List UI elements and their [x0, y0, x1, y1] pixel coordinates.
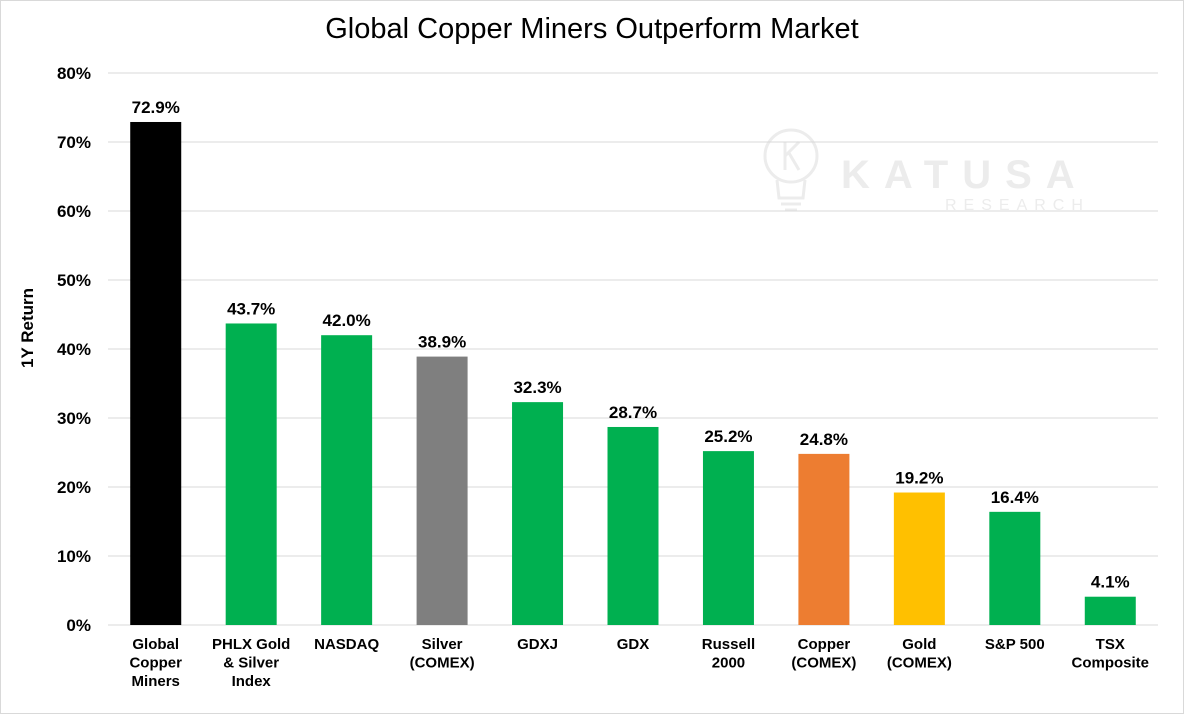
bar	[989, 511, 1041, 625]
data-label: 24.8%	[800, 430, 848, 449]
data-label: 32.3%	[513, 378, 561, 397]
x-tick-label: PHLX Gold	[212, 636, 290, 653]
data-label: 43.7%	[227, 299, 275, 318]
bar	[321, 335, 373, 625]
watermark-name: KATUSA	[841, 153, 1089, 197]
x-tick-label: S&P 500	[985, 636, 1045, 653]
y-tick-label: 20%	[57, 478, 91, 497]
x-tick-label: TSX	[1096, 636, 1125, 653]
x-tick-label: (COMEX)	[887, 655, 952, 672]
x-tick-label: GDXJ	[517, 636, 558, 653]
data-label: 42.0%	[323, 311, 371, 330]
bar	[512, 402, 564, 625]
y-tick-label: 0%	[66, 616, 91, 635]
data-label: 28.7%	[609, 403, 657, 422]
katusa-watermark: KATUSA RESEARCH	[763, 128, 1090, 214]
x-tick-label: & Silver	[223, 655, 279, 672]
bar	[1084, 596, 1136, 625]
y-tick-label: 70%	[57, 133, 91, 152]
x-tick-label: Global	[132, 636, 179, 653]
x-tick-label: Copper	[798, 636, 851, 653]
bar	[798, 453, 850, 625]
bar	[225, 323, 277, 625]
data-label: 25.2%	[704, 427, 752, 446]
x-tick-label: NASDAQ	[314, 636, 379, 653]
bar	[607, 426, 659, 625]
bar	[416, 356, 468, 625]
x-tick-label: 2000	[712, 655, 745, 672]
watermark-sub: RESEARCH	[945, 197, 1090, 214]
x-tick-label: (COMEX)	[410, 655, 475, 672]
data-label: 19.2%	[895, 469, 943, 488]
data-label: 4.1%	[1091, 573, 1130, 592]
data-label: 38.9%	[418, 333, 466, 352]
bar	[130, 121, 182, 626]
y-tick-label: 50%	[57, 271, 91, 290]
x-tick-label: Copper	[129, 655, 182, 672]
x-tick-label: (COMEX)	[791, 655, 856, 672]
data-label: 72.9%	[132, 98, 180, 117]
chart-title: Global Copper Miners Outperform Market	[325, 13, 859, 45]
x-tick-label: Composite	[1072, 655, 1150, 672]
x-tick-label: Silver	[422, 636, 463, 653]
y-tick-label: 40%	[57, 340, 91, 359]
x-tick-label: Miners	[132, 673, 180, 690]
x-tick-label: Russell	[702, 636, 755, 653]
data-label: 16.4%	[991, 488, 1039, 507]
y-tick-label: 80%	[57, 64, 91, 83]
bar	[893, 492, 945, 625]
x-tick-label: GDX	[617, 636, 650, 653]
y-tick-label: 30%	[57, 409, 91, 428]
bar	[702, 451, 754, 625]
lightbulb-logo-icon	[763, 128, 819, 212]
y-tick-label: 60%	[57, 202, 91, 221]
y-tick-label: 10%	[57, 547, 91, 566]
x-tick-label: Index	[232, 673, 272, 690]
x-tick-label: Gold	[902, 636, 936, 653]
